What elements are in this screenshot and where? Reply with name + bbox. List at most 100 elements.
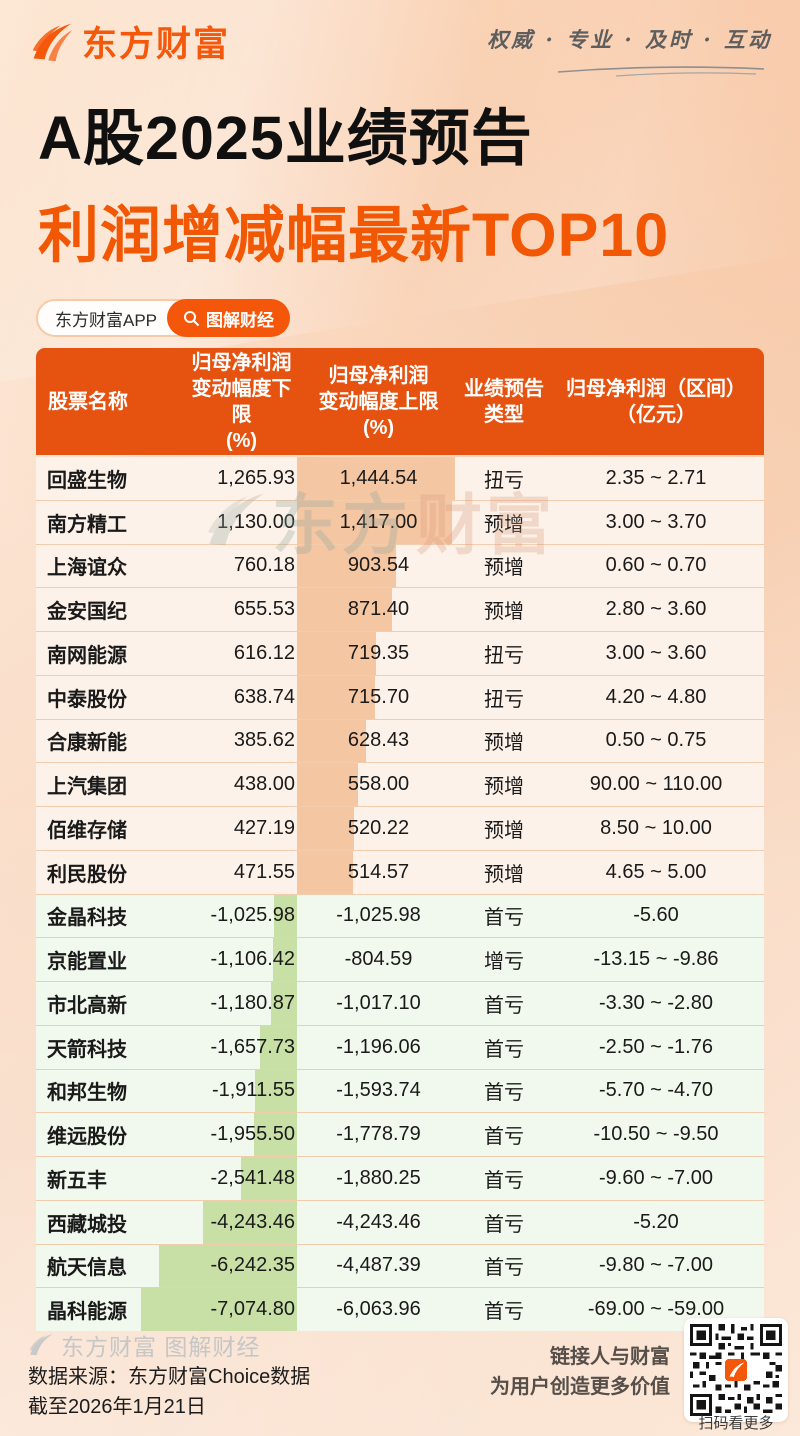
negative-data-bar: [274, 894, 297, 938]
qr-caption: 扫码看更多: [698, 1415, 774, 1432]
cell-stock-name: 航天信息: [47, 1257, 127, 1280]
cell-forecast-type: 首亏: [484, 907, 524, 930]
channel-badge[interactable]: 图解财经: [167, 299, 291, 337]
qr-code: [684, 1318, 788, 1422]
data-source: 数据来源：东方财富Choice数据 截至2026年1月21日: [28, 1362, 310, 1422]
header-upper-bound: 归母净利润 变动幅度上限 (%): [318, 364, 439, 439]
table-row: 维远股份 -1,955.50 -1,778.79 首亏 -10.50 ~ -9.50: [36, 1113, 764, 1157]
app-badge-label: 东方财富APP: [55, 310, 158, 330]
cell-lower-bound: 616.12: [233, 641, 295, 664]
channel-badge-label: 图解财经: [206, 310, 275, 330]
cell-forecast-type: 扭亏: [484, 469, 524, 492]
cell-upper-bound: -1,778.79: [336, 1123, 421, 1146]
cell-profit-range: 4.20 ~ 4.80: [605, 685, 707, 708]
cell-profit-range: -69.00 ~ -59.00: [587, 1298, 725, 1321]
negative-data-bar: [253, 1113, 297, 1156]
cell-stock-name: 西藏城投: [47, 1213, 127, 1236]
header-profit-range: 归母净利润（区间） （亿元）: [566, 377, 746, 426]
cell-forecast-type: 预增: [484, 601, 524, 624]
table-row: 上海谊众 760.18 903.54 预增 0.60 ~ 0.70: [36, 544, 764, 589]
cell-lower-bound: 1,130.00: [217, 510, 295, 533]
table-row: 天箭科技 -1,657.73 -1,196.06 首亏 -2.50 ~ -1.76: [36, 1025, 764, 1070]
cell-upper-bound: -1,593.74: [336, 1079, 421, 1102]
cell-forecast-type: 首亏: [484, 1038, 524, 1061]
cell-upper-bound: -1,017.10: [336, 991, 421, 1014]
negative-data-bar: [270, 982, 297, 1025]
cell-forecast-type: 预增: [484, 819, 524, 842]
cell-profit-range: -9.60 ~ -7.00: [599, 1166, 713, 1189]
cell-profit-range: -5.70 ~ -4.70: [599, 1079, 713, 1102]
negative-data-bar: [203, 1200, 297, 1244]
cell-lower-bound: -1,180.87: [210, 991, 295, 1014]
cell-forecast-type: 首亏: [484, 1082, 524, 1105]
cell-stock-name: 上汽集团: [47, 776, 127, 799]
cell-upper-bound: 871.40: [347, 598, 410, 621]
slogan-line1: 链接人与财富: [550, 1346, 670, 1368]
cell-upper-bound: 628.43: [347, 729, 410, 752]
cell-profit-range: 2.35 ~ 2.71: [605, 466, 707, 489]
cell-stock-name: 金安国纪: [47, 601, 127, 624]
cell-forecast-type: 预增: [484, 863, 524, 886]
positive-data-bar: [297, 500, 452, 544]
cell-stock-name: 利民股份: [47, 863, 127, 886]
cell-upper-bound: -1,025.98: [336, 904, 421, 927]
cell-upper-bound: 558.00: [347, 773, 410, 796]
cell-forecast-type: 首亏: [484, 1213, 524, 1236]
table-row: 市北高新 -1,180.87 -1,017.10 首亏 -3.30 ~ -2.80: [36, 982, 764, 1026]
cell-stock-name: 佰维存储: [47, 819, 127, 842]
cell-upper-bound: 903.54: [347, 554, 410, 577]
cell-upper-bound: -6,063.96: [336, 1298, 421, 1321]
cell-profit-range: 0.60 ~ 0.70: [605, 554, 707, 577]
cell-upper-bound: -4,487.39: [336, 1254, 421, 1277]
cell-profit-range: 8.50 ~ 10.00: [600, 816, 712, 839]
header-lower-bound: 归母净利润 变动幅度下限 (%): [191, 351, 292, 452]
table-row: 京能置业 -1,106.42 -804.59 增亏 -13.15 ~ -9.86: [36, 938, 764, 982]
positive-data-bar: [297, 632, 376, 675]
table-row: 合康新能 385.62 628.43 预增 0.50 ~ 0.75: [36, 719, 764, 764]
cell-profit-range: -10.50 ~ -9.50: [593, 1123, 719, 1146]
positive-data-bar: [297, 807, 354, 850]
positive-data-bar: [297, 719, 366, 763]
table-row: 佰维存储 427.19 520.22 预增 8.50 ~ 10.00: [36, 807, 764, 851]
cell-stock-name: 中泰股份: [47, 688, 127, 711]
negative-data-bar: [159, 1244, 297, 1288]
cell-lower-bound: 438.00: [233, 773, 295, 796]
table-row: 晶科能源 -7,074.80 -6,063.96 首亏 -69.00 ~ -59.00: [36, 1288, 764, 1331]
negative-data-bar: [254, 1069, 297, 1113]
cell-upper-bound: 514.57: [347, 860, 410, 883]
footer-logo: 东方财富 图解财经: [28, 1328, 260, 1362]
data-source-line1: 数据来源：东方财富Choice数据: [28, 1366, 311, 1388]
cell-profit-range: -3.30 ~ -2.80: [599, 991, 713, 1014]
slogan: 链接人与财富 为用户创造更多价值: [490, 1342, 670, 1402]
earnings-table: 股票名称 归母净利润 变动幅度下限 (%) 归母净利润 变动幅度上限 (%) 业…: [36, 348, 764, 1331]
cell-stock-name: 上海谊众: [47, 557, 127, 580]
cell-forecast-type: 扭亏: [484, 688, 524, 711]
search-icon: [184, 310, 200, 326]
brand-name: 东方财富: [82, 25, 231, 64]
negative-data-bar: [260, 1025, 297, 1069]
cell-profit-range: -13.15 ~ -9.86: [593, 948, 719, 971]
table-header-row: 股票名称 归母净利润 变动幅度下限 (%) 归母净利润 变动幅度上限 (%) 业…: [36, 348, 764, 455]
cell-forecast-type: 预增: [484, 776, 524, 799]
cell-stock-name: 金晶科技: [47, 907, 127, 930]
cell-upper-bound: -1,196.06: [336, 1035, 421, 1058]
cell-upper-bound: 719.35: [347, 641, 410, 664]
title-line-2: 利润增减幅最新TOP10: [38, 201, 670, 269]
cell-upper-bound: 1,417.00: [339, 510, 418, 533]
badge-group: 东方财富APP 图解财经: [36, 299, 291, 337]
cell-stock-name: 新五丰: [47, 1169, 107, 1192]
cell-lower-bound: 638.74: [233, 685, 295, 708]
cell-stock-name: 市北高新: [47, 994, 127, 1017]
cell-lower-bound: -1,955.50: [210, 1123, 295, 1146]
table-row: 利民股份 471.55 514.57 预增 4.65 ~ 5.00: [36, 850, 764, 895]
cell-forecast-type: 首亏: [484, 1257, 524, 1280]
tagline-underline-swoosh: [557, 66, 765, 77]
cell-stock-name: 南方精工: [47, 513, 127, 536]
positive-data-bar: [297, 763, 359, 806]
negative-data-bar: [272, 938, 297, 981]
cell-stock-name: 京能置业: [47, 951, 127, 974]
eastmoney-swoosh-icon: [32, 23, 73, 61]
table-body: 回盛生物 1,265.93 1,444.54 扭亏 2.35 ~ 2.71 南方精工 1,1…: [36, 457, 764, 1331]
positive-data-bar: [297, 457, 455, 500]
